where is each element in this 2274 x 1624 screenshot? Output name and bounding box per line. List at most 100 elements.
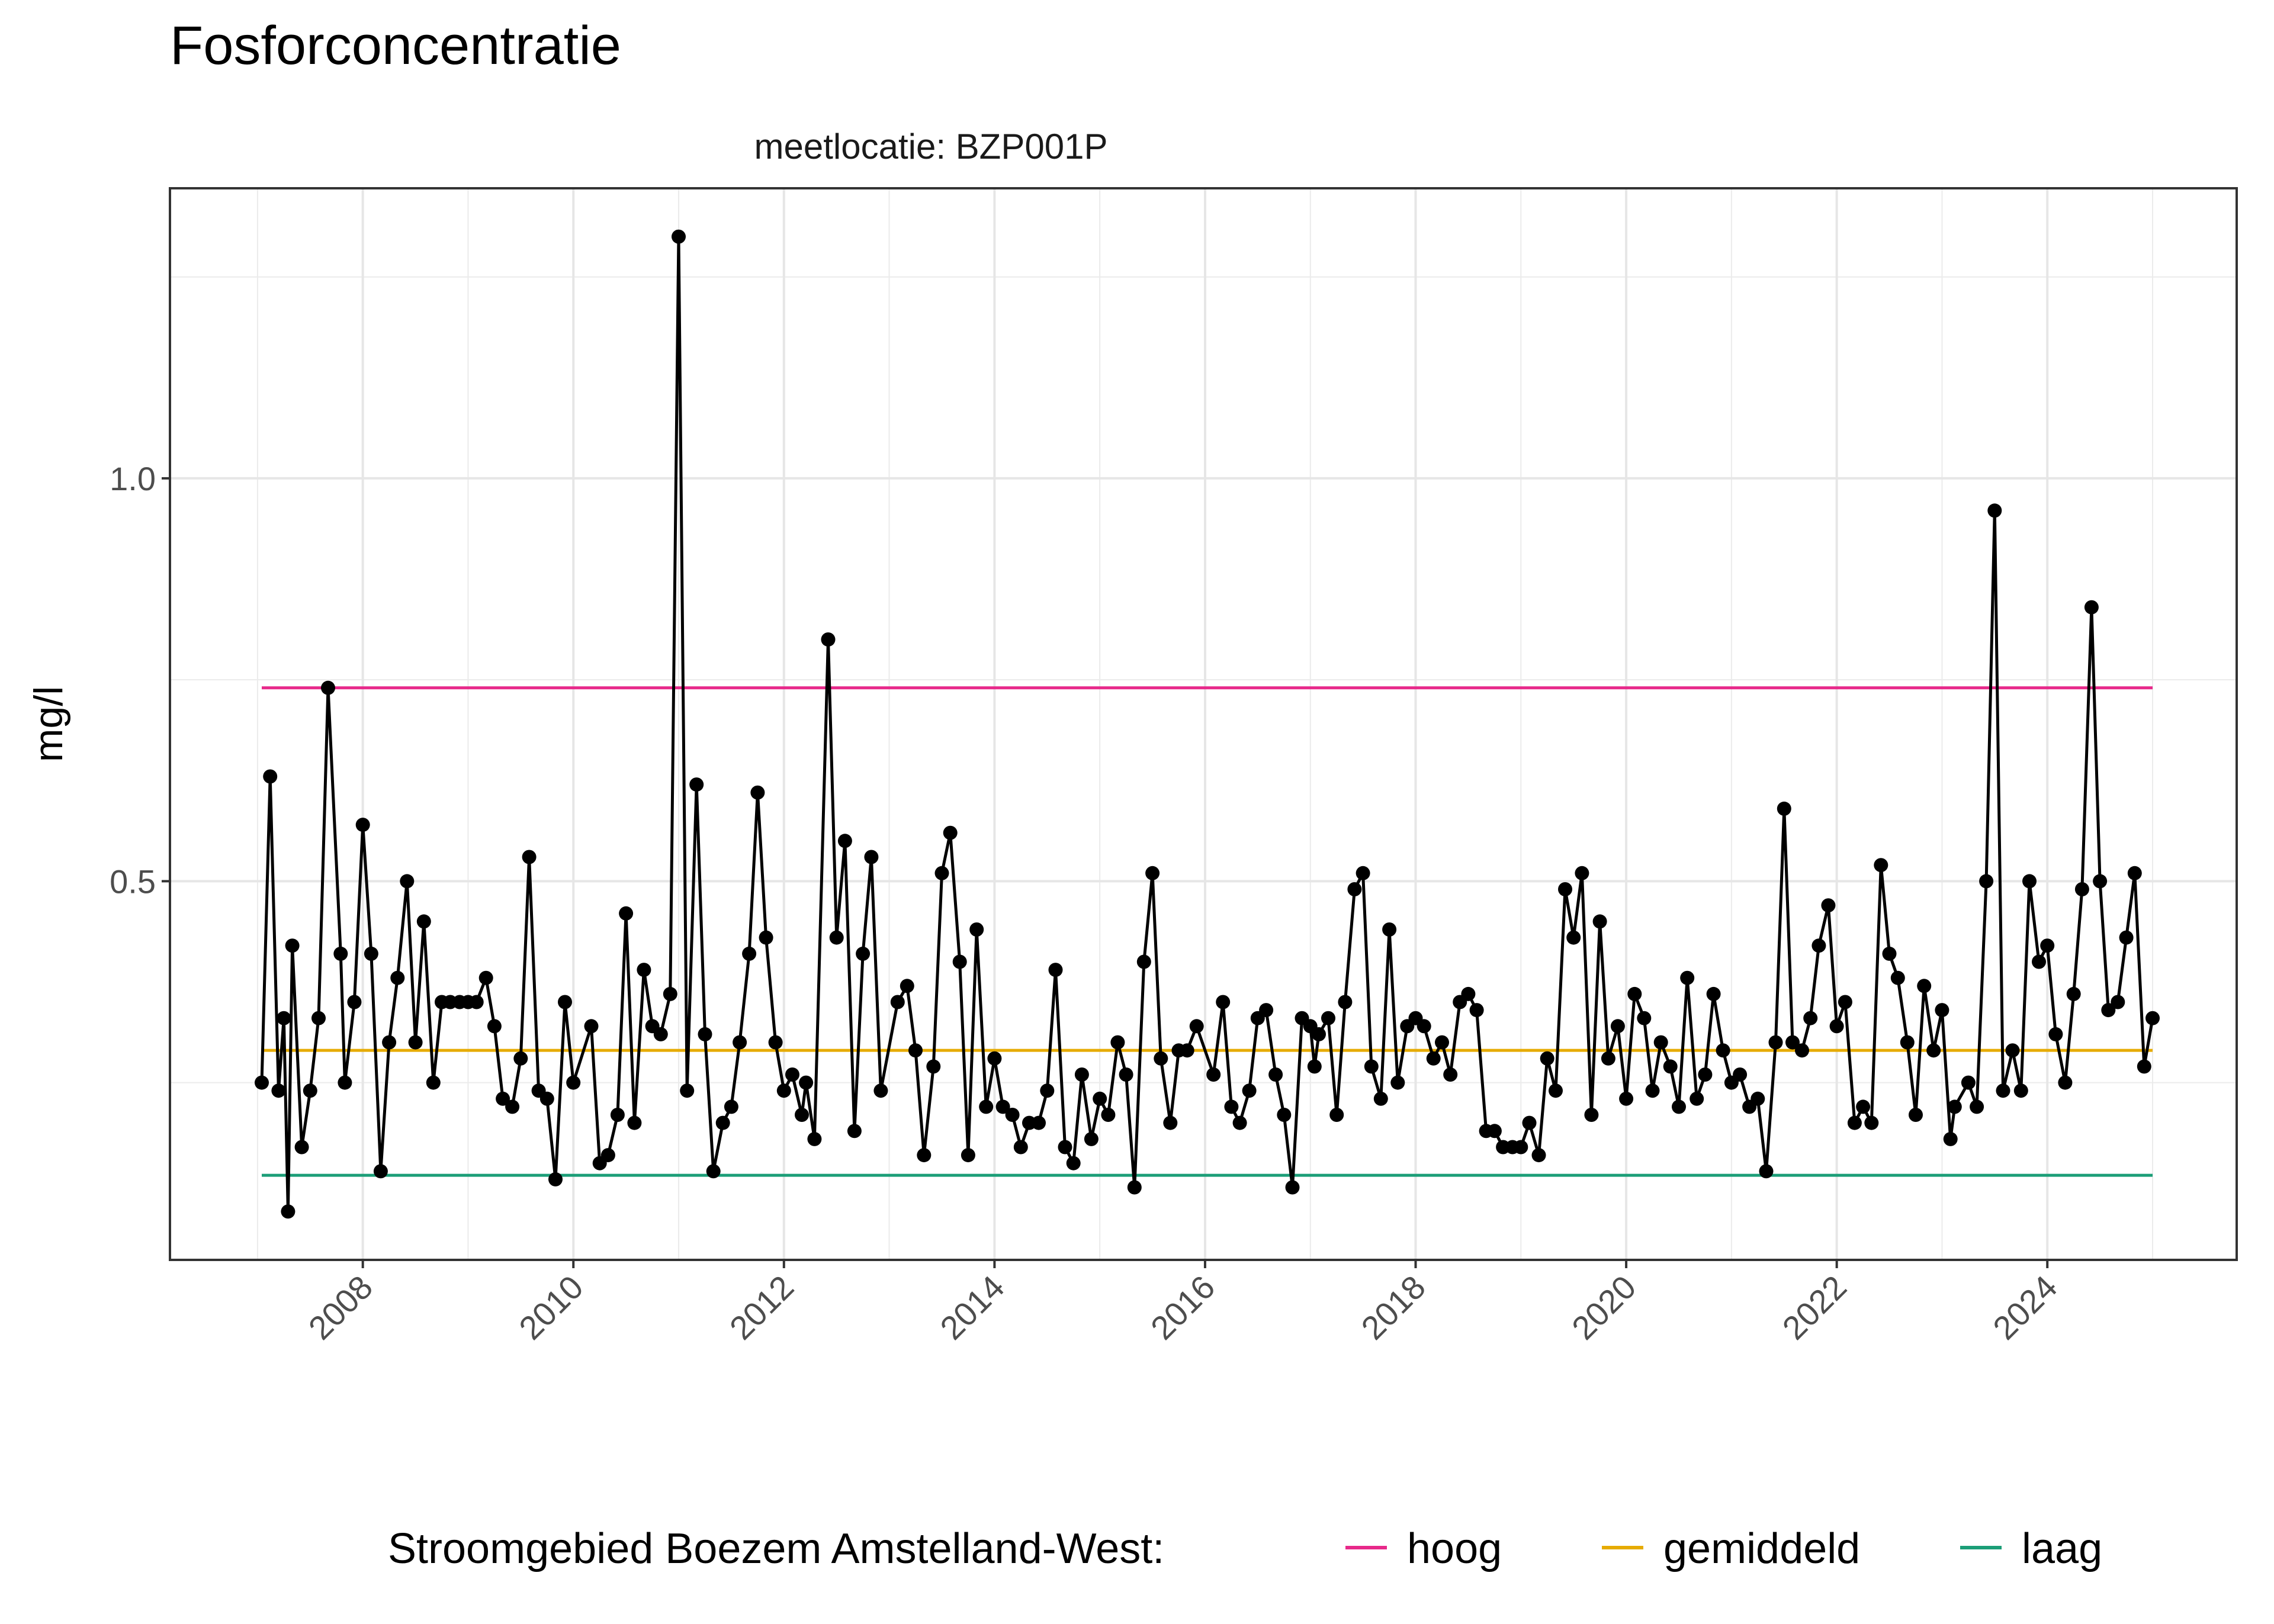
x-tick-label: 2008 — [301, 1268, 380, 1347]
data-point — [627, 1115, 642, 1130]
data-point — [1189, 1019, 1204, 1034]
data-point — [1163, 1115, 1178, 1130]
data-point — [1698, 1067, 1713, 1082]
data-point — [1900, 1035, 1915, 1050]
data-point — [1795, 1043, 1809, 1058]
data-point — [837, 834, 852, 848]
data-point — [1645, 1083, 1660, 1098]
data-point — [1154, 1051, 1168, 1066]
data-point — [1540, 1051, 1554, 1066]
data-point — [1514, 1140, 1528, 1155]
data-point — [1435, 1035, 1449, 1050]
data-point — [1829, 1019, 1844, 1034]
data-point — [1364, 1059, 1379, 1074]
data-point — [478, 970, 493, 985]
data-point — [1127, 1180, 1142, 1195]
x-tick-label: 2010 — [512, 1268, 590, 1347]
data-point — [1690, 1091, 1704, 1106]
data-point — [1259, 1003, 1274, 1018]
data-point — [934, 866, 949, 880]
data-point — [364, 946, 378, 961]
data-point — [321, 680, 335, 695]
data-point — [807, 1131, 822, 1146]
data-point — [1338, 995, 1353, 1009]
data-point — [724, 1099, 738, 1114]
data-point — [1926, 1043, 1941, 1058]
y-axis-label: mg/l — [26, 686, 71, 762]
data-point — [1558, 882, 1572, 896]
data-point — [277, 1011, 291, 1025]
x-tick-label: 2012 — [722, 1268, 801, 1347]
chart-title: Fosforconcentratie — [170, 15, 621, 76]
data-point — [1093, 1091, 1107, 1106]
data-point — [1312, 1027, 1326, 1041]
data-point — [1469, 1003, 1484, 1018]
legend-label-laag: laag — [2022, 1525, 2102, 1572]
reference-lines — [262, 686, 2153, 1177]
data-point — [1821, 898, 1836, 913]
data-point — [1759, 1164, 1774, 1179]
data-point — [271, 1083, 286, 1098]
data-point — [2127, 866, 2142, 880]
x-tick-label: 2018 — [1354, 1268, 1433, 1347]
legend: Stroomgebied Boezem Amstelland-West: hoo… — [388, 1525, 2102, 1572]
data-point — [1048, 963, 1063, 977]
x-tick-label: 2014 — [933, 1268, 1011, 1347]
y-tick-label: 1.0 — [110, 460, 156, 497]
data-point — [1838, 995, 1852, 1009]
data-point — [2084, 600, 2099, 615]
data-point — [1627, 986, 1642, 1001]
data-point — [1575, 866, 1589, 880]
x-tick-label: 2016 — [1144, 1268, 1222, 1347]
data-point — [2013, 1083, 2028, 1098]
data-point — [1777, 801, 1791, 816]
data-point — [2093, 874, 2108, 889]
data-point — [1242, 1083, 1257, 1098]
data-point — [1996, 1083, 2010, 1098]
data-point — [1970, 1099, 1984, 1114]
data-point — [255, 1075, 269, 1090]
data-point — [416, 914, 431, 929]
data-point — [1307, 1059, 1322, 1074]
data-point — [584, 1019, 599, 1034]
data-point — [338, 1075, 352, 1090]
data-point — [610, 1108, 625, 1122]
data-point — [1601, 1051, 1615, 1066]
plot-panel-border — [169, 187, 2238, 1261]
data-point — [558, 995, 572, 1009]
data-point — [1268, 1067, 1283, 1082]
data-point — [1785, 1035, 1800, 1050]
data-point — [1145, 866, 1160, 880]
data-point — [1005, 1108, 1020, 1122]
data-point — [1443, 1067, 1458, 1082]
data-point — [706, 1164, 721, 1179]
data-point — [1943, 1131, 1958, 1146]
data-point — [513, 1051, 528, 1066]
data-point — [663, 986, 677, 1001]
series-line-group — [260, 235, 2154, 1213]
data-point — [1864, 1115, 1879, 1130]
major-gridlines — [170, 188, 2237, 1260]
data-point — [2058, 1075, 2073, 1090]
data-point — [1716, 1043, 1730, 1058]
data-point — [600, 1148, 615, 1163]
data-point — [281, 1204, 296, 1219]
data-points — [255, 229, 2160, 1219]
data-point — [1013, 1140, 1028, 1155]
data-point — [1979, 874, 1994, 889]
data-point — [961, 1148, 975, 1163]
data-point — [1136, 954, 1151, 969]
data-point — [1390, 1075, 1405, 1090]
data-point — [1329, 1108, 1344, 1122]
data-point — [890, 995, 905, 1009]
data-point — [742, 946, 757, 961]
data-point — [496, 1091, 510, 1106]
data-point — [400, 874, 415, 889]
data-point — [1285, 1180, 1300, 1195]
data-point — [1347, 882, 1362, 896]
data-point — [1224, 1099, 1239, 1114]
data-point — [2101, 1003, 2116, 1018]
data-point — [1522, 1115, 1537, 1130]
y-axis: 0.5 1.0 — [110, 460, 170, 900]
